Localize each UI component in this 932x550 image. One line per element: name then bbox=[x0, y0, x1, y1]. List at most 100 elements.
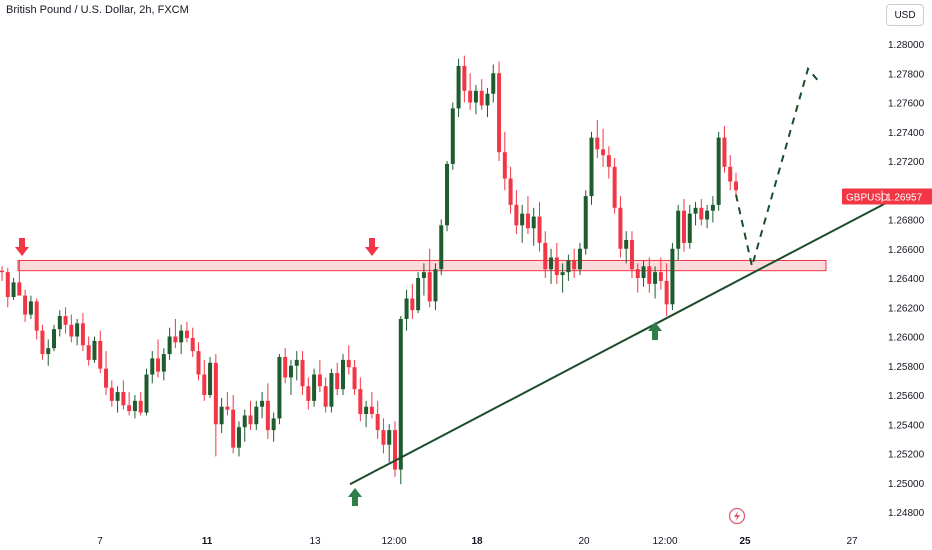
candle bbox=[196, 342, 201, 381]
candle bbox=[179, 324, 184, 355]
candle-body bbox=[508, 178, 513, 205]
candle bbox=[473, 84, 478, 115]
candle bbox=[433, 263, 438, 311]
candle-body bbox=[572, 260, 577, 270]
y-tick-label: 1.24800 bbox=[888, 508, 925, 519]
candle-body bbox=[699, 207, 704, 220]
candle-body bbox=[393, 430, 398, 470]
candle bbox=[11, 278, 16, 300]
candle-body bbox=[208, 362, 213, 395]
candle bbox=[468, 73, 473, 110]
candle-body bbox=[127, 405, 132, 412]
candle bbox=[277, 354, 282, 425]
candle-body bbox=[514, 204, 519, 226]
candle-body bbox=[433, 269, 438, 302]
candle bbox=[722, 125, 727, 173]
candle bbox=[225, 392, 230, 416]
candle bbox=[369, 392, 374, 419]
candle bbox=[242, 409, 247, 442]
candle-body bbox=[150, 358, 155, 375]
candle bbox=[23, 289, 28, 322]
candle bbox=[549, 248, 554, 284]
candle-body bbox=[606, 155, 611, 167]
y-tick-label: 1.26600 bbox=[888, 245, 925, 256]
candle-body bbox=[34, 301, 39, 331]
candle bbox=[595, 120, 600, 159]
candle-body bbox=[410, 298, 415, 311]
candle bbox=[121, 380, 126, 410]
y-tick-label: 1.26200 bbox=[888, 303, 925, 314]
y-tick-label: 1.27600 bbox=[888, 99, 925, 110]
candle bbox=[681, 199, 686, 252]
candle bbox=[323, 377, 328, 413]
replay-icon-wrap[interactable] bbox=[728, 507, 746, 525]
candle bbox=[75, 318, 80, 346]
candle-body bbox=[317, 374, 322, 387]
candle bbox=[421, 263, 426, 296]
y-axis[interactable]: 1.28000 1.27800 1.27600 1.27400 1.27200 1.268… bbox=[888, 40, 925, 519]
lightning-circle-icon[interactable] bbox=[728, 507, 746, 525]
candle-body bbox=[681, 210, 686, 243]
candle bbox=[92, 336, 97, 363]
candle bbox=[734, 172, 738, 197]
y-tick-label: 1.27800 bbox=[888, 69, 925, 80]
trendline[interactable] bbox=[349, 201, 889, 486]
support-zone bbox=[17, 259, 827, 272]
candle-body bbox=[549, 257, 554, 270]
candle-body bbox=[219, 406, 224, 425]
candle bbox=[658, 257, 663, 290]
candle bbox=[260, 392, 265, 419]
candle-body bbox=[710, 204, 715, 211]
candle-body bbox=[323, 386, 328, 407]
candle bbox=[624, 231, 629, 264]
candle bbox=[346, 345, 351, 375]
x-tick-label: 11 bbox=[202, 536, 213, 547]
candle-body bbox=[161, 354, 166, 372]
candle-body bbox=[80, 323, 85, 346]
candle bbox=[716, 131, 721, 211]
candle bbox=[577, 242, 582, 276]
candle-body bbox=[167, 336, 172, 355]
candle-body bbox=[485, 93, 490, 106]
currency-button[interactable]: USD bbox=[886, 4, 924, 26]
candle-body bbox=[69, 324, 74, 337]
projection-path[interactable] bbox=[735, 66, 819, 267]
candle-body bbox=[28, 301, 33, 315]
candle bbox=[352, 359, 357, 395]
candle bbox=[479, 79, 484, 110]
candle-body bbox=[381, 430, 386, 445]
y-tick-label: 1.27200 bbox=[888, 157, 925, 168]
candle bbox=[450, 102, 455, 170]
candle-body bbox=[92, 340, 97, 360]
candle-body bbox=[352, 367, 357, 390]
x-tick-label: 13 bbox=[309, 536, 321, 547]
y-tick-label: 1.26800 bbox=[888, 216, 925, 227]
candle-body bbox=[705, 210, 710, 220]
candle bbox=[393, 421, 398, 477]
candle-body bbox=[728, 166, 733, 182]
x-axis[interactable]: 7 11 13 12:00 18 20 12:00 25 27 bbox=[97, 536, 858, 547]
candle-body bbox=[635, 269, 640, 278]
candle-body bbox=[468, 90, 473, 103]
candle bbox=[317, 359, 322, 393]
candle bbox=[219, 397, 224, 434]
candle-body bbox=[450, 108, 455, 164]
candle bbox=[508, 166, 513, 214]
candle bbox=[340, 354, 345, 395]
candle bbox=[300, 351, 305, 395]
candle bbox=[144, 368, 149, 416]
candle bbox=[589, 131, 594, 205]
candle-body bbox=[5, 272, 10, 298]
candle bbox=[410, 283, 415, 319]
y-tick-label: 1.25200 bbox=[888, 450, 925, 461]
candle bbox=[248, 400, 253, 431]
candle bbox=[5, 267, 10, 308]
candle-body bbox=[346, 359, 351, 368]
candle-body bbox=[479, 90, 484, 106]
candle-body bbox=[225, 406, 230, 410]
projection-line[interactable] bbox=[735, 66, 819, 267]
candle bbox=[231, 395, 236, 454]
trendline-line[interactable] bbox=[349, 201, 889, 486]
candle bbox=[641, 260, 646, 287]
